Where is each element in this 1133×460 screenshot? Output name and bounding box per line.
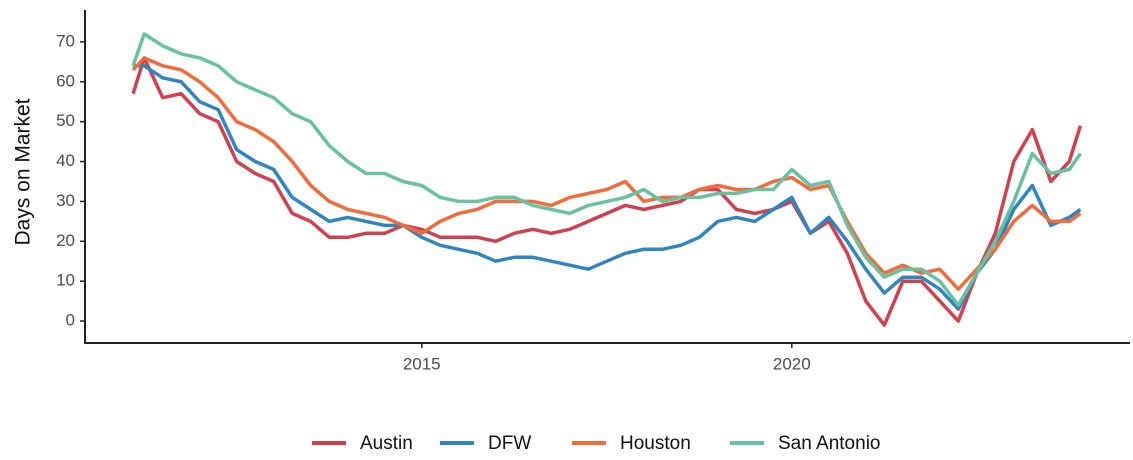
- series-line: [131, 56, 1083, 327]
- series-line: [133, 64, 1082, 311]
- y-tick-label: 0: [66, 311, 75, 330]
- x-tick-label: 2020: [773, 354, 811, 373]
- legend-label: DFW: [488, 433, 531, 454]
- legend-label: San Antonio: [778, 433, 880, 454]
- y-tick-label: 60: [56, 71, 75, 90]
- y-tick-label: 40: [56, 151, 75, 170]
- y-tick-label: 10: [56, 271, 75, 290]
- y-tick-label: 70: [56, 31, 75, 50]
- y-tick-label: 30: [56, 191, 75, 210]
- series-line: [131, 32, 1082, 307]
- y-tick-label: 20: [56, 231, 75, 250]
- legend-label: Houston: [620, 433, 691, 454]
- y-tick-label: 50: [56, 111, 75, 130]
- legend-label: Austin: [360, 433, 413, 454]
- x-tick-label: 2015: [403, 354, 441, 373]
- y-axis-title: Days on Market: [12, 98, 35, 245]
